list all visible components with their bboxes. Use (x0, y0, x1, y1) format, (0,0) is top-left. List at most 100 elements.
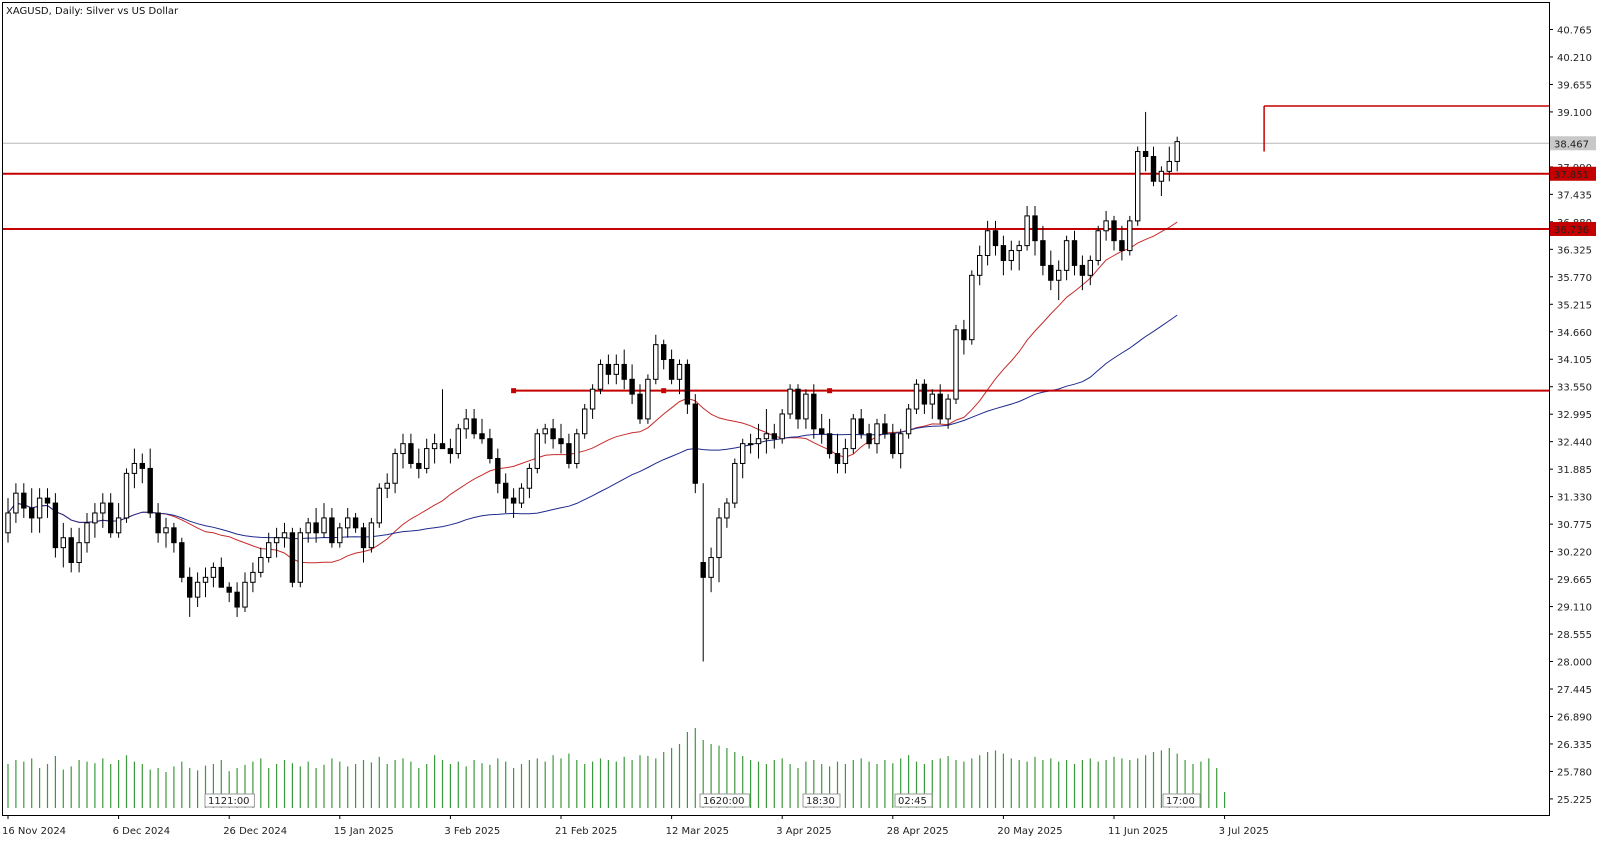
candle (763, 409, 770, 454)
y-tick-label: 35.770 (1557, 273, 1592, 284)
candle-body-up (337, 527, 343, 544)
candle (400, 433, 406, 469)
candle (629, 364, 635, 405)
candle-body-down (155, 512, 161, 534)
x-tick-label: 6 Dec 2024 (113, 826, 171, 837)
candle (676, 359, 683, 395)
candle-body-down (234, 591, 240, 608)
candle (700, 483, 706, 662)
candle (787, 384, 793, 419)
candle-body-down (29, 507, 35, 519)
candle-body-down (313, 522, 319, 534)
candle (566, 433, 572, 469)
candle-body-up (1174, 141, 1180, 162)
candle (811, 384, 817, 439)
candle-body-down (1079, 264, 1086, 276)
candle-body-up (803, 393, 809, 420)
candle (29, 488, 35, 533)
candle-body-down (503, 482, 509, 499)
candle-body-up (163, 527, 169, 534)
candle (1158, 166, 1165, 197)
candle (108, 493, 114, 538)
ma-slow-line (7, 314, 1178, 540)
candle (819, 413, 825, 444)
candle (890, 423, 896, 459)
candle (234, 582, 240, 617)
candle (716, 508, 722, 583)
candle-body-up (431, 443, 438, 450)
candle-body-down (811, 393, 817, 430)
candle (115, 503, 122, 538)
candle (795, 384, 801, 429)
y-tick-label: 25.780 (1557, 767, 1592, 778)
candle (1024, 206, 1030, 251)
candle (1087, 255, 1093, 286)
candle (36, 488, 43, 533)
candle (1040, 225, 1046, 276)
candle (76, 527, 82, 573)
candle (1103, 210, 1109, 241)
time-marker-label: 18:30 (806, 796, 835, 807)
candle (479, 418, 485, 444)
y-tick-label: 36.325 (1557, 245, 1592, 256)
candle (834, 433, 841, 474)
level-price-label: 37.851 (1554, 170, 1589, 181)
x-tick-label: 3 Feb 2025 (444, 826, 500, 837)
candle-body-up (747, 443, 754, 446)
y-tick-label: 34.660 (1557, 328, 1592, 339)
level-price-label-box (1550, 221, 1596, 236)
candle-body-up (1008, 250, 1014, 261)
plot-frame (2, 2, 1550, 816)
time-axis: 16 Nov 2024 6 Dec 2024 26 Dec 2024 15 Jan 2… (2, 815, 1269, 837)
candle-body-down (819, 428, 825, 435)
y-tick-label: 39.655 (1557, 80, 1592, 91)
candle (1095, 225, 1101, 266)
candle (1111, 215, 1117, 251)
level-anchor-marker (827, 388, 833, 394)
candle-body-up (13, 492, 19, 514)
candle (882, 413, 888, 439)
candle-body-up (1127, 220, 1133, 252)
y-tick-label: 40.765 (1557, 25, 1592, 36)
candle (92, 503, 98, 538)
candle-body-down (921, 383, 928, 405)
candle (60, 522, 66, 568)
y-tick-label: 31.885 (1557, 465, 1592, 476)
candle-body-down (795, 388, 801, 420)
candle (534, 428, 540, 474)
candle (463, 409, 469, 439)
time-marker-box (699, 793, 750, 808)
candle (621, 349, 627, 390)
candle-body-down (408, 443, 414, 464)
y-tick-label: 32.995 (1557, 410, 1592, 421)
candle (558, 423, 564, 454)
candle-body-down (629, 378, 635, 395)
candle-body-up (384, 482, 390, 489)
candle (526, 463, 533, 499)
candle-body-down (218, 566, 225, 588)
candle (384, 473, 390, 499)
candle (929, 389, 935, 419)
candle (771, 423, 777, 449)
candle (550, 418, 556, 449)
candle (984, 220, 991, 266)
candlesticks (5, 111, 1180, 662)
candle-body-down (826, 433, 833, 455)
candle (803, 389, 809, 429)
candle-body-down (226, 586, 232, 593)
candle-body-up (850, 418, 856, 450)
candle-body-up (969, 274, 975, 341)
candle-body-up (905, 408, 912, 435)
candle (1150, 146, 1157, 187)
candle-body-up (526, 467, 533, 489)
candle (242, 572, 248, 612)
candle (1079, 255, 1086, 291)
candle (1135, 146, 1141, 226)
candle-body-up (645, 378, 651, 420)
candle (1174, 136, 1180, 172)
candle (1127, 215, 1133, 256)
candle-body-down (52, 502, 59, 549)
candle-body-down (1111, 220, 1117, 242)
candle (684, 359, 691, 414)
